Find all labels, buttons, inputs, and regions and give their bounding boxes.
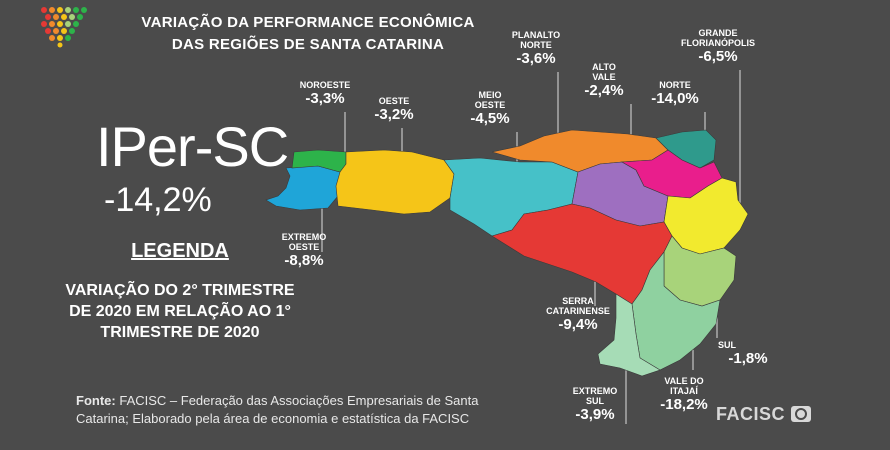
source-text: FACISC – Federação das Associações Empre… xyxy=(76,393,479,426)
label-norte: NORTE -14,0% xyxy=(640,80,710,107)
region-extremo-sul xyxy=(597,293,661,377)
facisc-logo-text: FACISC xyxy=(716,404,786,424)
label-sul: SUL -1,8% xyxy=(718,340,778,367)
region-name: GRANDE FLORIANÓPOLIS xyxy=(681,28,755,48)
region-name: SERRA CATARINENSE xyxy=(546,296,610,316)
label-grande-florianopolis: GRANDE FLORIANÓPOLIS -6,5% xyxy=(668,28,768,65)
legend-title: LEGENDA xyxy=(131,240,229,262)
region-name: NOROESTE xyxy=(299,80,351,90)
region-name: PLANALTO NORTE xyxy=(511,30,561,50)
source-note: Fonte: FACISC – Federação das Associaçõe… xyxy=(76,392,516,428)
region-value: -14,0% xyxy=(651,90,699,107)
label-noroeste: NOROESTE -3,3% xyxy=(290,80,360,107)
region-value: -6,5% xyxy=(698,48,738,65)
label-extremo-oeste: EXTREMO OESTE -8,8% xyxy=(270,232,338,269)
region-value: -1,8% xyxy=(728,350,768,367)
label-meio-oeste: MEIO OESTE -4,5% xyxy=(458,90,522,127)
region-name: NORTE xyxy=(659,80,691,90)
region-value: -3,6% xyxy=(516,50,556,67)
label-serra-catarinense: SERRA CATARINENSE -9,4% xyxy=(530,296,626,333)
label-planalto-norte: PLANALTO NORTE -3,6% xyxy=(500,30,572,67)
index-value: -14,2% xyxy=(104,181,212,219)
facisc-logo: FACISC xyxy=(716,404,811,425)
region-name: MEIO OESTE xyxy=(474,90,506,110)
region-value: -4,5% xyxy=(470,110,510,127)
label-oeste: OESTE -3,2% xyxy=(362,96,426,123)
source-label: Fonte: xyxy=(76,393,116,408)
title-line-2: DAS REGIÕES DE SANTA CATARINA xyxy=(171,36,445,53)
dots-icon xyxy=(41,7,87,48)
label-alto-vale: ALTO VALE -2,4% xyxy=(572,62,636,99)
index-name: IPer-SC xyxy=(96,115,289,178)
brand-dots-logo xyxy=(41,7,87,48)
legend-text: VARIAÇÃO DO 2° TRIMESTRE DE 2020 EM RELA… xyxy=(65,282,295,341)
region-name: EXTREMO OESTE xyxy=(281,232,327,252)
region-value: -2,4% xyxy=(584,82,624,99)
facisc-logo-icon xyxy=(790,406,811,422)
title-line-1: VARIAÇÃO DA PERFORMANCE ECONÔMICA xyxy=(141,14,475,31)
region-name: OESTE xyxy=(378,96,410,106)
label-extremo-sul: EXTREMO SUL -3,9% xyxy=(560,386,630,423)
region-name: SUL xyxy=(718,340,736,350)
page-title: VARIAÇÃO DA PERFORMANCE ECONÔMICA DAS RE… xyxy=(128,12,488,56)
region-value: -8,8% xyxy=(284,252,324,269)
label-vale-do-itajai: VALE DO ITAJAÍ -18,2% xyxy=(652,376,716,413)
region-name: EXTREMO SUL xyxy=(572,386,618,406)
region-value: -3,2% xyxy=(374,106,414,123)
region-extremo-oeste xyxy=(265,165,341,211)
region-value: -3,3% xyxy=(305,90,345,107)
region-name: VALE DO ITAJAÍ xyxy=(664,376,704,396)
region-value: -3,9% xyxy=(575,406,615,423)
region-value: -9,4% xyxy=(558,316,598,333)
region-oeste xyxy=(335,149,455,215)
region-name: ALTO VALE xyxy=(592,62,616,82)
region-value: -18,2% xyxy=(660,396,708,413)
